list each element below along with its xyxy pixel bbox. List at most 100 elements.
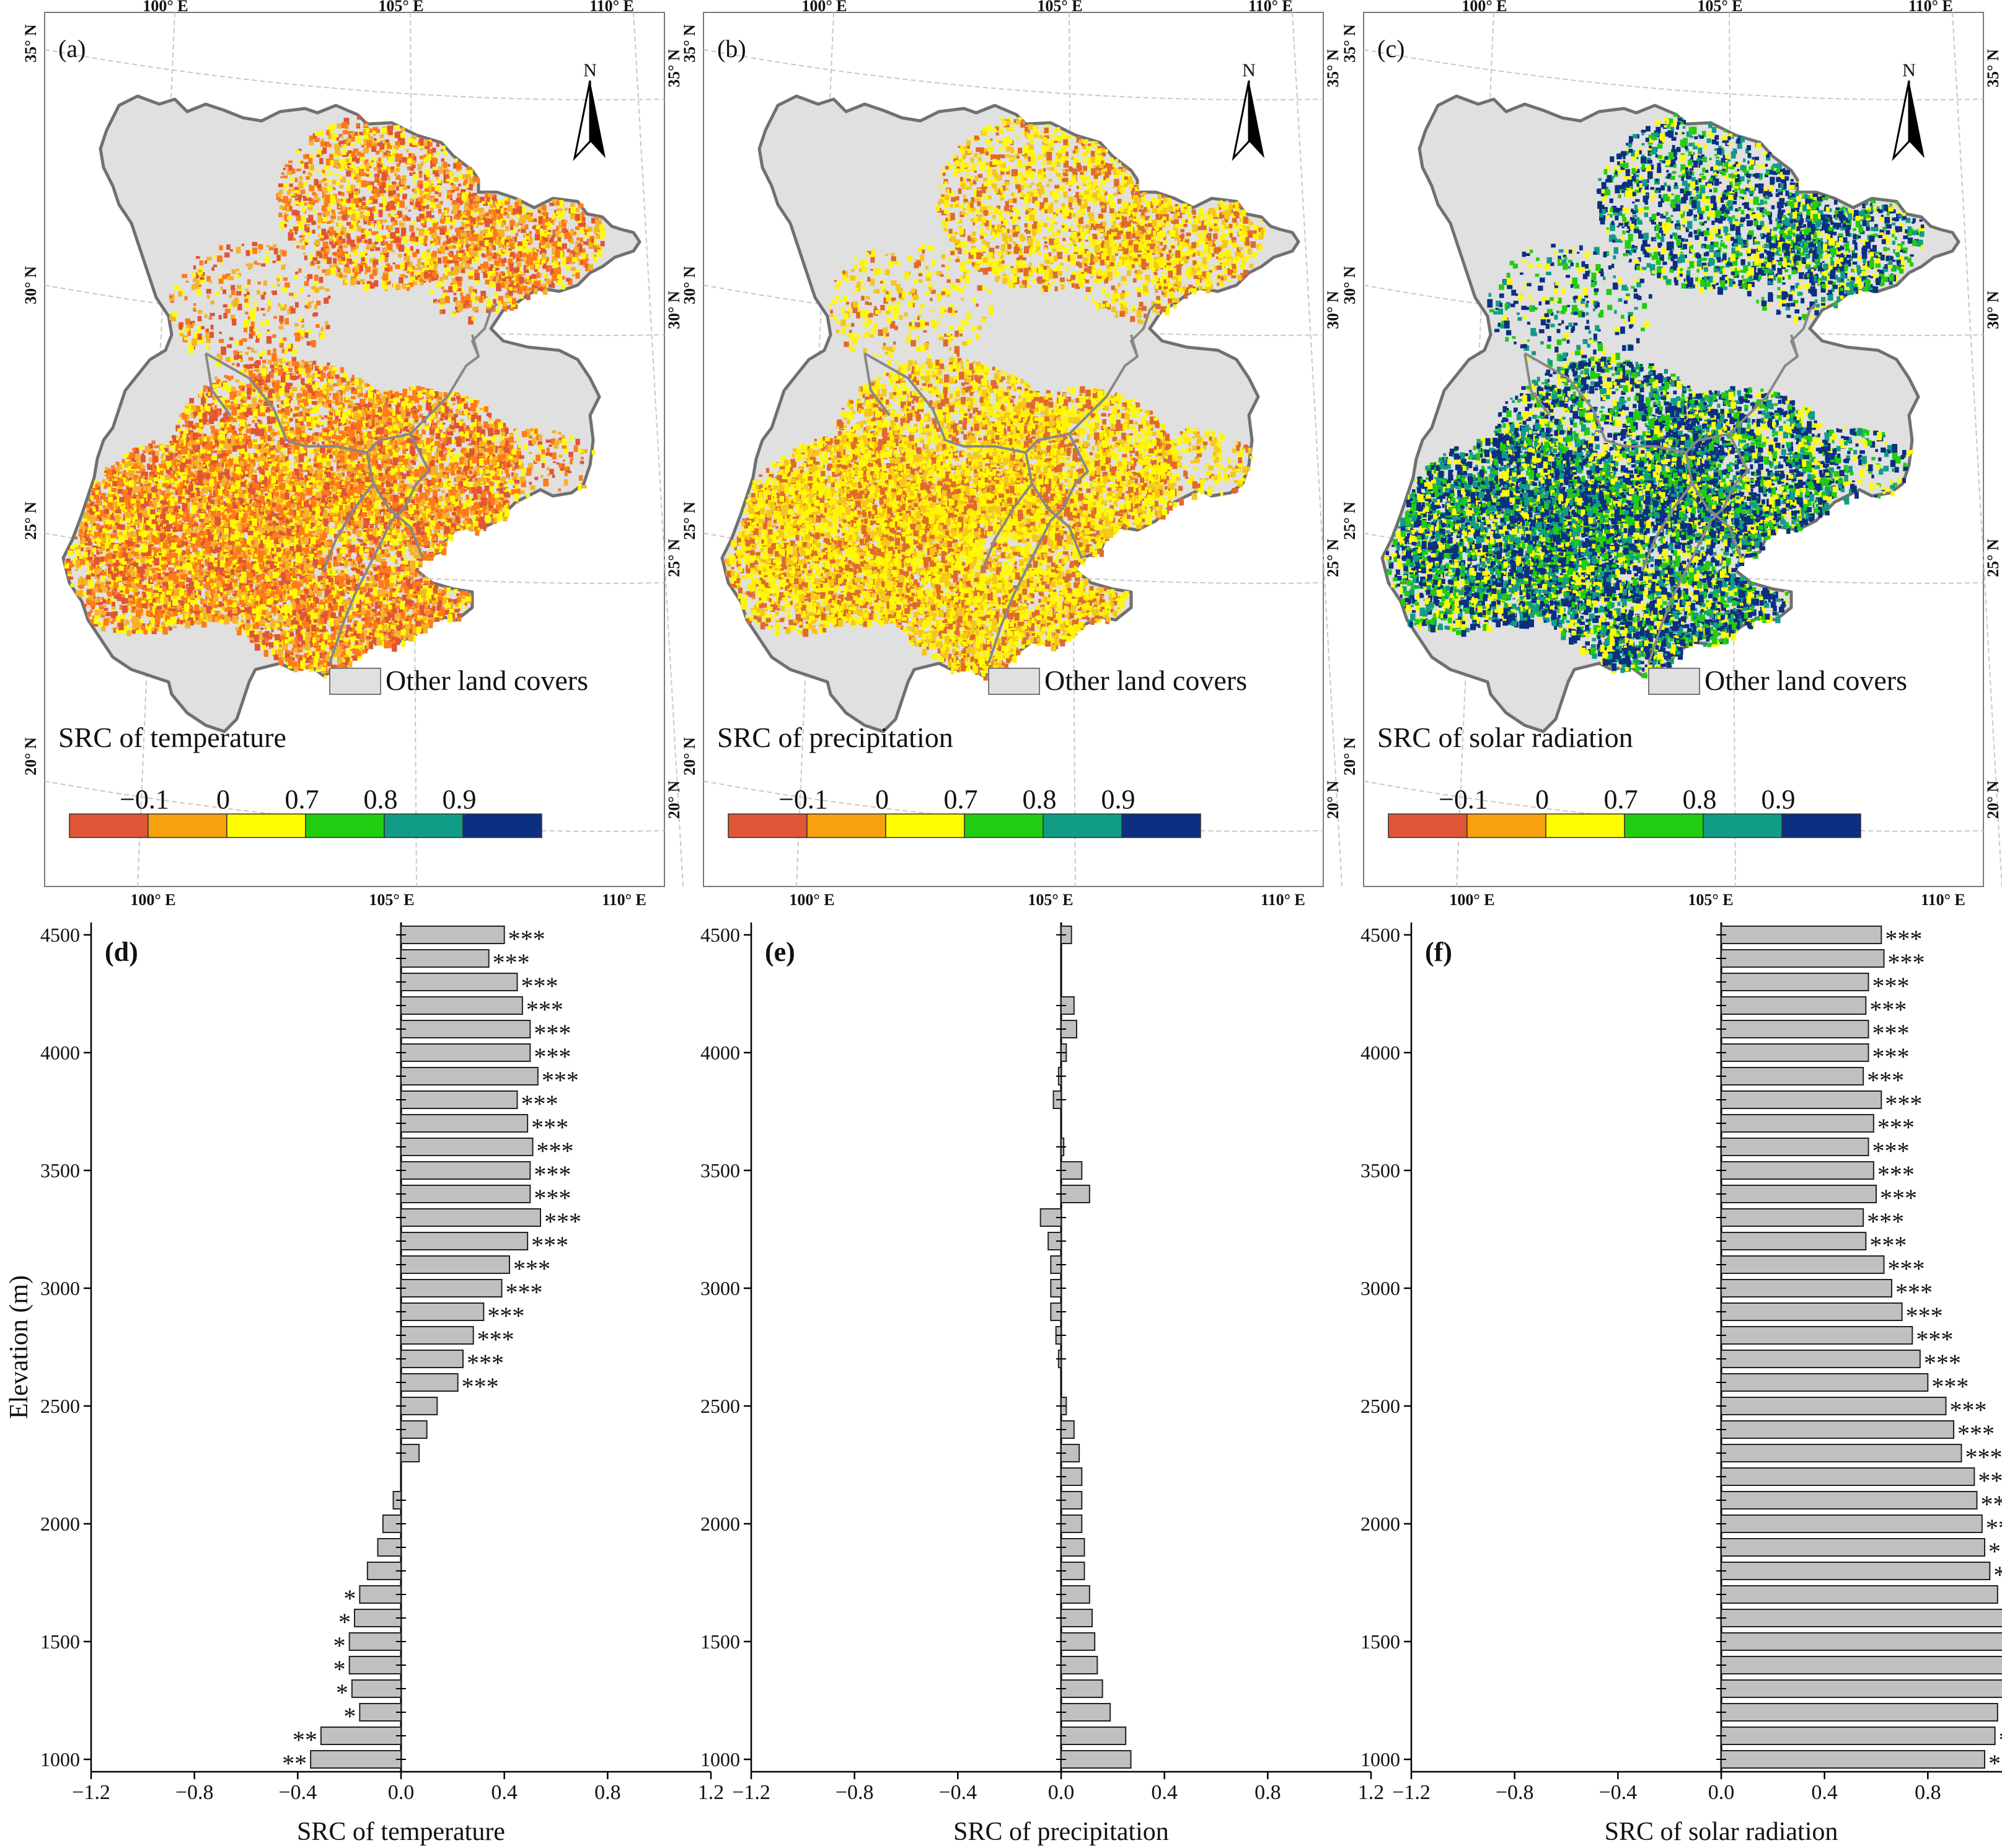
src-pixel [456, 216, 459, 220]
src-pixel [445, 498, 449, 503]
latitude-tick-right: 25° N [665, 539, 683, 577]
src-pixel [377, 139, 381, 143]
src-pixel [479, 510, 483, 513]
src-pixel [335, 173, 339, 176]
src-pixel [389, 391, 393, 395]
src-pixel [457, 485, 460, 489]
src-pixel [324, 235, 329, 239]
src-pixel [399, 395, 402, 397]
src-pixel [357, 115, 361, 120]
src-pixel [372, 142, 376, 145]
src-pixel [470, 430, 474, 433]
src-pixel [397, 193, 400, 197]
src-pixel [510, 443, 513, 445]
src-pixel [575, 226, 580, 230]
src-pixel [360, 211, 364, 215]
src-pixel [549, 203, 554, 206]
src-pixel [390, 232, 396, 239]
src-pixel [446, 442, 449, 446]
src-pixel [292, 210, 298, 215]
src-pixel [495, 268, 499, 271]
src-pixel [394, 215, 399, 218]
src-pixel [345, 280, 348, 283]
src-pixel [396, 176, 401, 180]
src-pixel [309, 449, 314, 454]
src-pixel [395, 125, 400, 130]
src-pixel [366, 174, 369, 177]
src-pixel [317, 261, 320, 264]
src-pixel [545, 242, 550, 249]
src-pixel [437, 179, 441, 183]
src-pixel [600, 224, 604, 231]
src-pixel [490, 471, 495, 476]
src-pixel [414, 469, 420, 477]
src-pixel [561, 257, 567, 265]
latitude-tick-left: 35° N [22, 24, 40, 63]
src-pixel [403, 185, 407, 190]
src-pixel [317, 169, 320, 171]
src-pixel [374, 138, 377, 141]
src-pixel [477, 247, 480, 251]
src-pixel [380, 135, 384, 138]
src-pixel [346, 215, 350, 218]
src-pixel [457, 162, 462, 170]
src-pixel [594, 257, 598, 262]
src-pixel [423, 157, 428, 162]
src-pixel [444, 210, 447, 214]
src-pixel [468, 205, 473, 208]
src-pixel [413, 174, 418, 180]
figure-root: 100° E 100° E 105° E 105° E 110° E 110° E 35° … [0, 0, 2002, 1848]
src-pixel [572, 274, 576, 276]
src-pixel [296, 150, 300, 154]
src-pixel [490, 204, 494, 208]
src-pixel [375, 247, 380, 251]
src-pixel [337, 216, 342, 221]
src-pixel [355, 192, 359, 195]
src-pixel [526, 233, 529, 236]
src-pixel [471, 223, 474, 226]
src-pixel [481, 425, 484, 428]
src-pixel [407, 454, 410, 458]
src-pixel [390, 399, 393, 401]
src-pixel [298, 183, 304, 188]
src-pixel [516, 233, 519, 237]
src-pixel [335, 252, 339, 257]
src-pixel [402, 449, 406, 454]
src-pixel [371, 231, 376, 235]
src-pixel [301, 161, 304, 164]
src-pixel [482, 254, 485, 256]
src-pixel [570, 229, 574, 231]
src-pixel [299, 203, 302, 205]
src-pixel [542, 265, 547, 269]
src-pixel [466, 221, 470, 224]
src-pixel [338, 212, 342, 214]
src-pixel [588, 264, 593, 270]
src-pixel [451, 530, 453, 533]
src-pixel [324, 183, 328, 186]
src-pixel [405, 207, 407, 209]
src-pixel [596, 234, 600, 239]
src-pixel [420, 138, 423, 143]
src-pixel [407, 185, 410, 189]
src-pixel [527, 243, 531, 245]
src-pixel [351, 151, 356, 157]
src-pixel [382, 181, 386, 183]
src-pixel [319, 131, 323, 136]
src-pixel [596, 216, 599, 219]
src-pixel [386, 139, 389, 143]
src-pixel [469, 184, 473, 190]
src-pixel [583, 263, 586, 267]
src-pixel [415, 237, 418, 242]
src-pixel [388, 213, 391, 218]
src-pixel [456, 396, 461, 400]
src-pixel [467, 227, 470, 229]
src-pixel [471, 438, 475, 441]
src-pixel [318, 184, 321, 189]
src-pixel [464, 205, 467, 210]
src-pixel [598, 250, 602, 257]
src-pixel [304, 255, 307, 260]
src-pixel [420, 201, 423, 203]
src-pixel [366, 231, 371, 236]
src-pixel [303, 154, 308, 157]
src-pixel [467, 482, 472, 487]
